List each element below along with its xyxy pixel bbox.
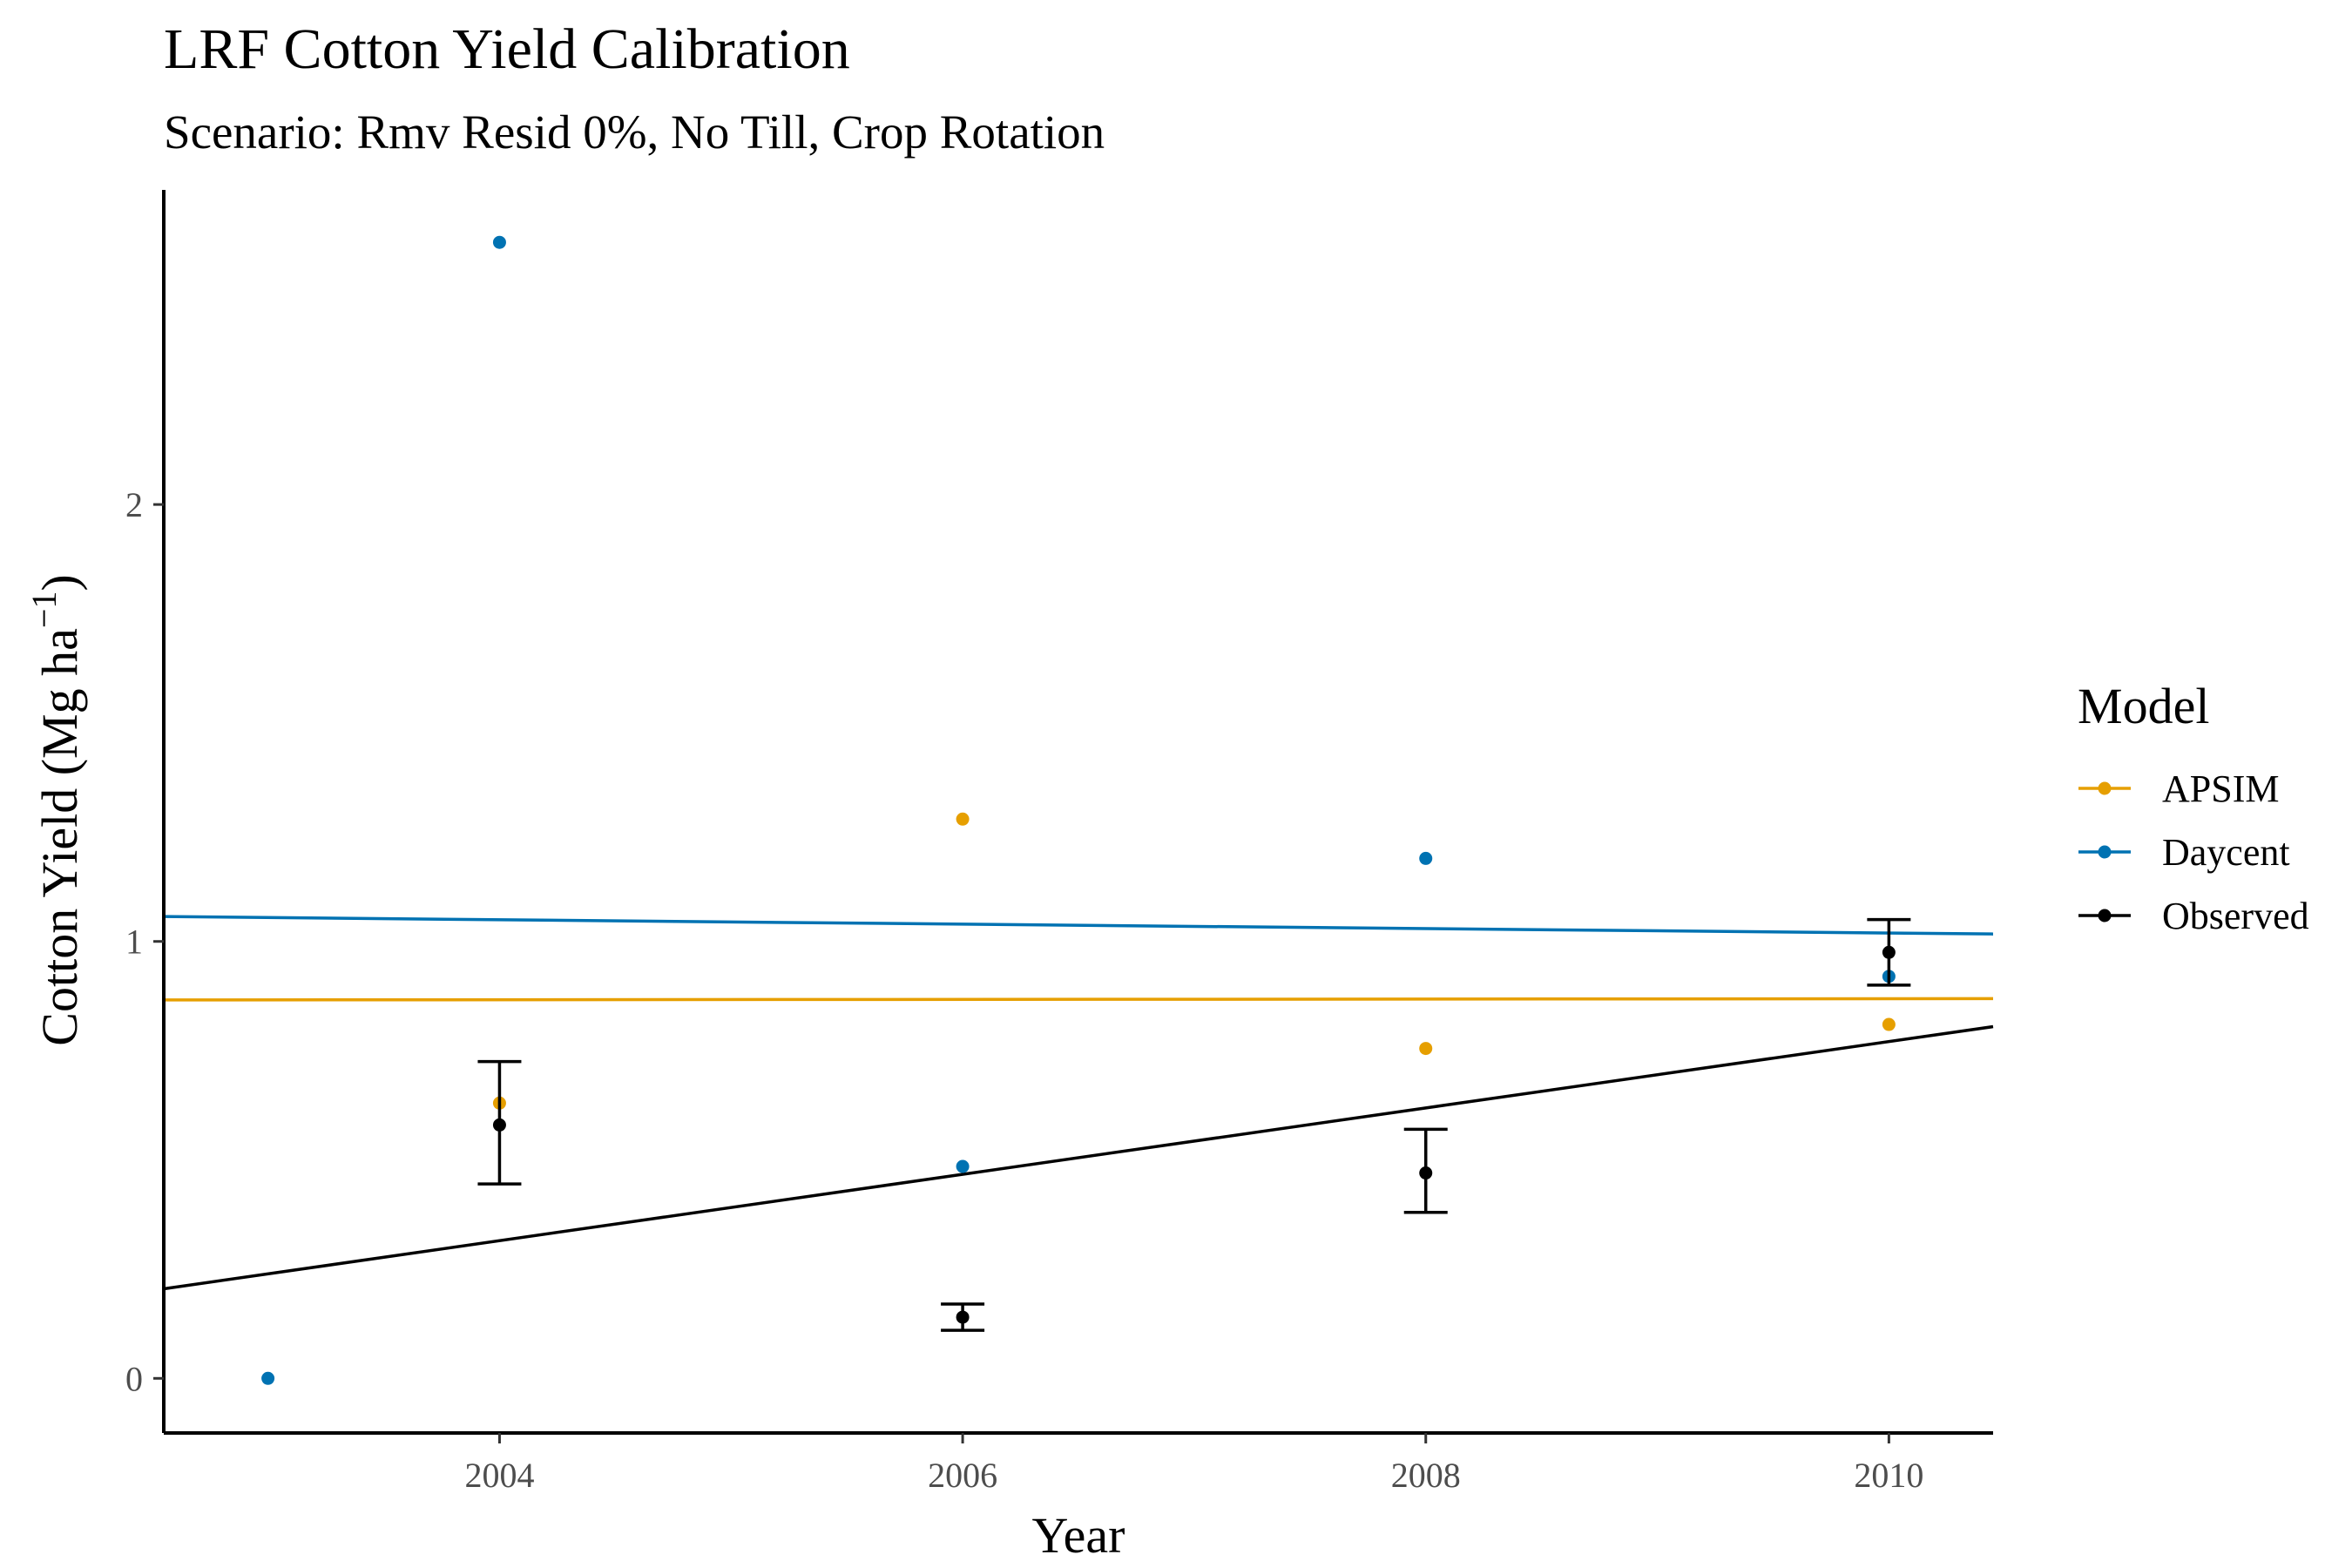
x-tick-label-2010: 2010 — [1854, 1456, 1923, 1495]
legend-label-apsim: APSIM — [2162, 767, 2280, 810]
legend-label-daycent: Daycent — [2162, 831, 2290, 874]
legend: Model APSIM Daycent Observed — [2078, 678, 2309, 937]
data-point-observed-2008 — [1419, 1166, 1433, 1180]
y-tick-label-2: 2 — [125, 485, 143, 524]
chart-subtitle: Scenario: Rmv Resid 0%, No Till, Crop Ro… — [164, 105, 1105, 159]
y-axis-label-superscript: −1 — [24, 591, 64, 629]
data-point-observed-2004 — [492, 1118, 506, 1132]
legend-title: Model — [2078, 678, 2209, 734]
legend-key-point-observed — [2098, 909, 2112, 923]
chart-title: LRF Cotton Yield Calibration — [164, 17, 850, 81]
y-axis-label-close: ) — [31, 574, 88, 591]
data-point-daycent-2006 — [956, 1159, 970, 1173]
data-point-observed-2010 — [1882, 945, 1896, 959]
legend-key-point-daycent — [2098, 845, 2112, 859]
data-point-apsim-2008 — [1419, 1042, 1433, 1056]
legend-label-observed: Observed — [2162, 895, 2309, 937]
y-axis-label: Cotton Yield (Mg ha−1) — [24, 574, 88, 1045]
data-point-daycent-2003 — [261, 1371, 275, 1385]
x-tick-label-2004: 2004 — [464, 1456, 534, 1495]
x-axis-label: Year — [1032, 1507, 1125, 1564]
trend-line-apsim — [163, 997, 1994, 1002]
plot-area — [163, 235, 1994, 1385]
trend-line-daycent — [163, 915, 1994, 936]
data-point-daycent-2008 — [1419, 851, 1433, 865]
x-tick-label-2006: 2006 — [928, 1456, 997, 1495]
data-point-apsim-2010 — [1882, 1017, 1896, 1031]
y-tick-label-1: 1 — [125, 923, 143, 962]
x-tick-label-2008: 2008 — [1391, 1456, 1461, 1495]
legend-key-point-apsim — [2098, 781, 2112, 795]
y-tick-label-0: 0 — [125, 1359, 143, 1398]
trend-line-observed — [163, 1024, 1994, 1291]
data-point-observed-2006 — [956, 1310, 970, 1324]
data-point-apsim-2006 — [956, 812, 970, 826]
data-point-daycent-2004 — [492, 235, 506, 249]
axis-ticks: 2004 2006 2008 2010 0 1 2 — [125, 485, 1923, 1495]
y-axis-label-main: Cotton Yield (Mg ha — [31, 628, 88, 1046]
